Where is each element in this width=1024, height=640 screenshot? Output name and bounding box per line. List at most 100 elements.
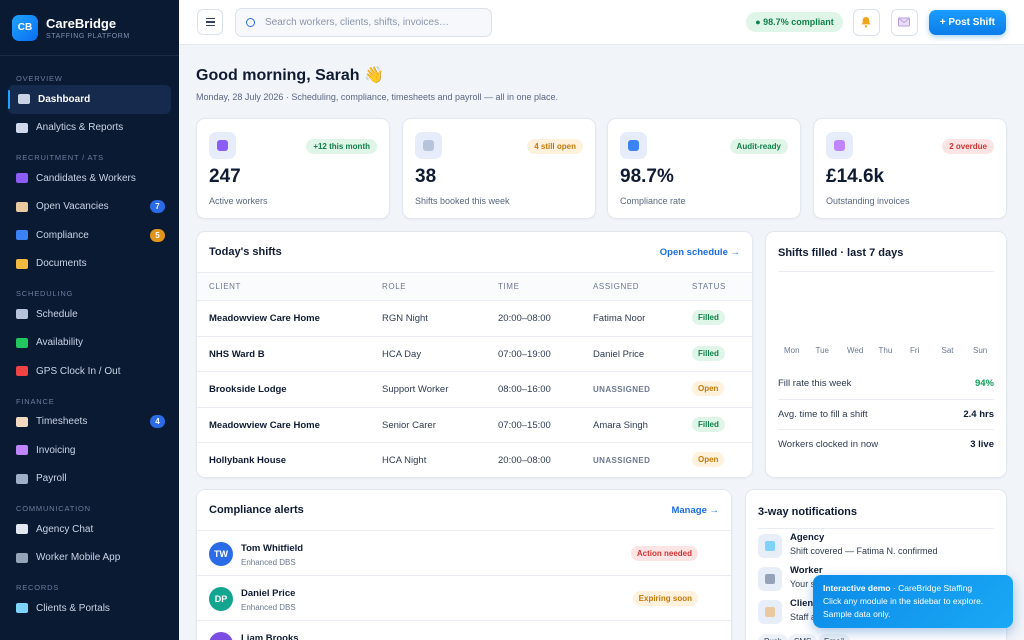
sidebar-item-schedule[interactable]: Schedule bbox=[0, 300, 179, 329]
channel-chip[interactable]: Email bbox=[818, 634, 851, 640]
avatar: DP bbox=[209, 587, 233, 611]
avatar: TW bbox=[209, 542, 233, 566]
demo-toast[interactable]: Interactive demo · CareBridge Staffing C… bbox=[813, 575, 1013, 628]
sidebar-item-compliance[interactable]: Compliance 5 bbox=[0, 221, 179, 250]
table-row[interactable]: NHS Ward B HCA Day 07:00–19:00 Daniel Price… bbox=[197, 335, 752, 372]
icon-glyph bbox=[765, 607, 775, 617]
manage-compliance-link[interactable]: Manage → bbox=[671, 505, 719, 516]
sidebar-item-label: Invoicing bbox=[36, 444, 76, 456]
sidebar-item-label: Candidates & Workers bbox=[36, 172, 136, 184]
client-cell: Brookside Lodge bbox=[209, 384, 287, 395]
day-label: Tue bbox=[815, 346, 830, 355]
assigned-cell: UNASSIGNED bbox=[593, 385, 651, 394]
stat-label: Avg. time to fill a shift bbox=[778, 408, 868, 420]
stat-label: Fill rate this week bbox=[778, 377, 852, 389]
check-icon bbox=[16, 337, 28, 348]
building-icon bbox=[16, 603, 28, 614]
clipboard-icon bbox=[758, 600, 782, 624]
compliance-item[interactable]: LB Liam Brooks bbox=[197, 620, 731, 640]
sidebar-item-documents[interactable]: Documents bbox=[0, 250, 179, 279]
channel-chip[interactable]: Push bbox=[758, 634, 789, 640]
sidebar-item-label: Analytics & Reports bbox=[36, 122, 124, 134]
notification-heading: Client bbox=[790, 598, 817, 609]
column-header: ASSIGNED bbox=[593, 282, 640, 291]
todays-shifts-card: Today's shifts Open schedule → CLIENT ROL… bbox=[196, 231, 753, 478]
divider bbox=[778, 271, 994, 272]
kpi-tag: 4 still open bbox=[527, 139, 583, 154]
role-cell: Support Worker bbox=[382, 384, 449, 395]
building-icon bbox=[758, 534, 782, 558]
role-cell: HCA Night bbox=[382, 455, 427, 466]
sidebar-item-gps-clock-in-out[interactable]: GPS Clock In / Out bbox=[0, 357, 179, 386]
sidebar-item-invoicing[interactable]: Invoicing bbox=[0, 436, 179, 465]
sidebar-item-label: Payroll bbox=[36, 473, 67, 485]
notification-text: Your s bbox=[790, 579, 816, 589]
kpi-label: Compliance rate bbox=[620, 196, 686, 206]
sidebar-item-payroll[interactable]: Payroll bbox=[0, 465, 179, 494]
sidebar-item-label: Schedule bbox=[36, 308, 78, 320]
people-icon bbox=[209, 132, 236, 159]
toast-title-rest: · CareBridge Staffing bbox=[890, 583, 973, 593]
sidebar-item-label: Compliance bbox=[36, 229, 89, 241]
compliance-item[interactable]: DP Daniel Price Enhanced DBS Expiring soon bbox=[197, 575, 731, 620]
kpi-card[interactable]: Audit-ready 98.7% Compliance rate bbox=[607, 118, 801, 219]
shifts-filled-card: Shifts filled · last 7 days Mon Tue Wed Thu… bbox=[765, 231, 1007, 478]
role-cell: Senior Carer bbox=[382, 419, 436, 431]
kpi-tag: Audit-ready bbox=[729, 139, 788, 154]
count-badge: 4 bbox=[150, 415, 165, 429]
table-row[interactable]: Meadowview Care Home Senior Carer 07:00–15… bbox=[197, 406, 752, 443]
menu-toggle-button[interactable] bbox=[197, 9, 223, 35]
sidebar-item-dashboard[interactable]: Dashboard bbox=[8, 85, 171, 114]
sidebar-item-label: Worker Mobile App bbox=[36, 552, 121, 564]
sidebar-item-agency-chat[interactable]: Agency Chat bbox=[0, 515, 179, 544]
channel-chip[interactable]: SMS bbox=[788, 634, 818, 640]
table-row[interactable]: Hollybank House HCA Night 20:00–08:00 UNASS… bbox=[197, 442, 752, 478]
chat-icon bbox=[16, 524, 28, 535]
compliance-item[interactable]: TW Tom Whitfield Enhanced DBS Action needed bbox=[197, 530, 731, 575]
sidebar-item-timesheets[interactable]: Timesheets 4 bbox=[0, 408, 179, 437]
search-input[interactable]: Search workers, clients, shifts, invoice… bbox=[235, 7, 492, 37]
sidebar-item-candidates-workers[interactable]: Candidates & Workers bbox=[0, 164, 179, 193]
kpi-label: Outstanding invoices bbox=[826, 196, 910, 206]
section-gap bbox=[0, 623, 179, 633]
sidebar-item-open-vacancies[interactable]: Open Vacancies 7 bbox=[0, 193, 179, 222]
kpi-card[interactable]: 4 still open 38 Shifts booked this week bbox=[402, 118, 596, 219]
stat-label: Workers clocked in now bbox=[778, 439, 879, 450]
sidebar-item-clients-portals[interactable]: Clients & Portals bbox=[0, 594, 179, 623]
bell-icon bbox=[861, 17, 871, 28]
status-badge: Filled bbox=[692, 416, 725, 432]
notifications-button[interactable] bbox=[852, 8, 880, 36]
sidebar-item-label: Documents bbox=[36, 258, 87, 270]
open-schedule-link[interactable]: Open schedule → bbox=[659, 247, 740, 258]
stat-value: 94% bbox=[974, 377, 994, 389]
status-badge: Filled bbox=[692, 345, 725, 361]
nav-section-title: FINANCE bbox=[16, 396, 55, 406]
sidebar: CB CareBridge STAFFING PLATFORM OVERVIEW… bbox=[0, 0, 179, 640]
table-row[interactable]: Meadowview Care Home RGN Night 20:00–08:00… bbox=[197, 300, 752, 336]
day-label: Mon bbox=[784, 346, 800, 355]
worker-name: Tom Whitfield bbox=[241, 543, 304, 554]
compliance-alerts-card: Compliance alerts Manage → TW Tom Whitfie… bbox=[196, 489, 732, 640]
kpi-card[interactable]: +12 this month 247 Active workers bbox=[196, 118, 390, 219]
status-badge: Filled bbox=[692, 310, 725, 325]
sidebar-item-worker-mobile-app[interactable]: Worker Mobile App bbox=[0, 544, 179, 573]
check-type: Enhanced DBS bbox=[241, 603, 296, 612]
kpi-value: 98.7% bbox=[620, 166, 674, 187]
topbar: Search workers, clients, shifts, invoice… bbox=[179, 0, 1024, 45]
sidebar-item-label: GPS Clock In / Out bbox=[36, 365, 121, 377]
toast-line-3: Sample data only. bbox=[823, 609, 891, 619]
shield-icon bbox=[16, 230, 28, 241]
kpi-card[interactable]: 2 overdue £14.6k Outstanding invoices bbox=[813, 118, 1007, 219]
time-cell: 07:00–19:00 bbox=[498, 348, 551, 360]
phone-icon bbox=[758, 567, 782, 591]
brand[interactable]: CB CareBridge STAFFING PLATFORM bbox=[0, 0, 179, 56]
post-shift-button[interactable]: + Post Shift bbox=[928, 9, 1006, 35]
inbox-button[interactable] bbox=[890, 8, 918, 36]
nav-section-title: COMMUNICATION bbox=[16, 504, 91, 513]
table-row[interactable]: Brookside Lodge Support Worker 08:00–16:00… bbox=[197, 371, 752, 407]
time-cell: 07:00–15:00 bbox=[498, 419, 551, 431]
sidebar-item-availability[interactable]: Availability bbox=[0, 329, 179, 358]
sidebar-item-analytics-reports[interactable]: Analytics & Reports bbox=[0, 114, 179, 143]
compliance-status-pill: ● 98.7% compliant bbox=[746, 12, 843, 32]
column-header: ROLE bbox=[382, 282, 407, 291]
